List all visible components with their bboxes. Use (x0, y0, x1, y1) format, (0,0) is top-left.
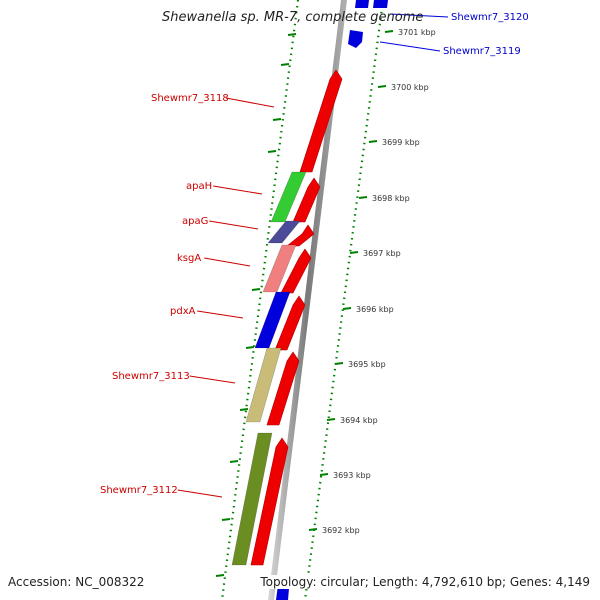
left-guide-dash (215, 574, 225, 577)
left-guide-dash (221, 518, 231, 521)
left-guide-dash (245, 346, 255, 349)
kbp-tick-label: 3696 kbp (356, 305, 394, 314)
kbp-tick (368, 140, 378, 143)
scale-ticks: 3701 kbp 3700 kbp 3699 kbp 3698 kbp 3697 kbp… (308, 28, 436, 535)
left-guide-dash (229, 460, 239, 463)
kbp-tick-label: 3693 kbp (333, 471, 371, 480)
reverse-gene-Shewmr7_3113 (245, 347, 282, 423)
kbp-tick-label: 3692 kbp (322, 526, 360, 535)
gene-label-leader (213, 185, 263, 195)
gene-label-Shewmr7_3113: Shewmr7_3113 (112, 371, 190, 382)
gene-label-Shewmr7_3112: Shewmr7_3112 (100, 485, 178, 496)
gene-label-pdxA: pdxA (170, 306, 196, 317)
gene-label-leader (189, 375, 236, 384)
gene-label-leader (389, 13, 449, 18)
gene-label-Shewmr7_3119: Shewmr7_3119 (443, 46, 521, 57)
forward-gene-1 (299, 69, 343, 173)
kbp-tick (342, 307, 352, 310)
forward-gene-2 (292, 177, 321, 223)
gene-label-leader (204, 257, 251, 267)
gene-label-Shewmr7_3120: Shewmr7_3120 (451, 12, 529, 23)
kbp-tick (384, 30, 394, 33)
left-guide-dash (272, 118, 282, 121)
kbp-tick (326, 418, 336, 421)
backbone-line (268, 0, 347, 600)
top-gene-block (373, 0, 388, 8)
kbp-tick (308, 528, 318, 531)
gene-label-apaH: apaH (186, 181, 212, 192)
gene-label-leader (177, 489, 223, 498)
topology-text: Topology: circular; Length: 4,792,610 bp… (260, 575, 590, 589)
gene-labels: apaH apaG ksgA pdxA Shewmr7_3113 Shewmr7_3112… (100, 12, 529, 498)
accession-text: Accession: NC_008322 (8, 575, 145, 589)
forward-gene-4 (280, 248, 312, 294)
kbp-tick-label: 3697 kbp (363, 249, 401, 258)
reverse-gene-apaG (267, 220, 301, 244)
left-guide-dash (280, 63, 290, 66)
forward-gene-3 (286, 224, 315, 247)
kbp-tick-label: 3700 kbp (391, 83, 429, 92)
forward-gene-5 (274, 295, 306, 351)
kbp-tick-label: 3695 kbp (348, 360, 386, 369)
left-guide-dash (287, 33, 297, 36)
top-gene-arrow (348, 30, 363, 48)
forward-gene-7 (250, 437, 289, 566)
reverse-gene-ksgA (262, 244, 297, 293)
left-guide-dash (251, 288, 261, 291)
kbp-tick-label: 3701 kbp (398, 28, 436, 37)
gene-label-ksgA: ksgA (177, 253, 201, 264)
right-dotted-guide (303, 0, 385, 600)
gene-label-apaG: apaG (182, 216, 208, 227)
gene-label-Shewmr7_3118: Shewmr7_3118 (151, 93, 229, 104)
kbp-tick (334, 362, 344, 365)
kbp-tick-label: 3699 kbp (382, 138, 420, 147)
gene-label-leader (209, 220, 259, 230)
left-guide-dash (267, 150, 277, 153)
gene-label-leader (197, 310, 244, 319)
genome-title: Shewanella sp. MR-7, complete genome (162, 10, 424, 25)
gene-label-leader (225, 97, 275, 108)
forward-gene-6 (266, 351, 300, 426)
top-gene-block (355, 0, 369, 8)
left-guide-dash (239, 408, 249, 411)
kbp-tick (319, 473, 329, 476)
kbp-tick (358, 196, 368, 199)
reverse-gene-Shewmr7_3112 (231, 432, 273, 566)
gene-tracks (231, 0, 388, 600)
reverse-gene-pdxA (254, 291, 291, 349)
kbp-tick (377, 85, 387, 88)
kbp-tick (349, 251, 359, 254)
dotted-guides (215, 0, 385, 600)
kbp-tick-label: 3698 kbp (372, 194, 410, 203)
kbp-tick-label: 3694 kbp (340, 416, 378, 425)
gene-label-leader (379, 41, 441, 52)
reverse-gene-apaH (270, 171, 307, 223)
